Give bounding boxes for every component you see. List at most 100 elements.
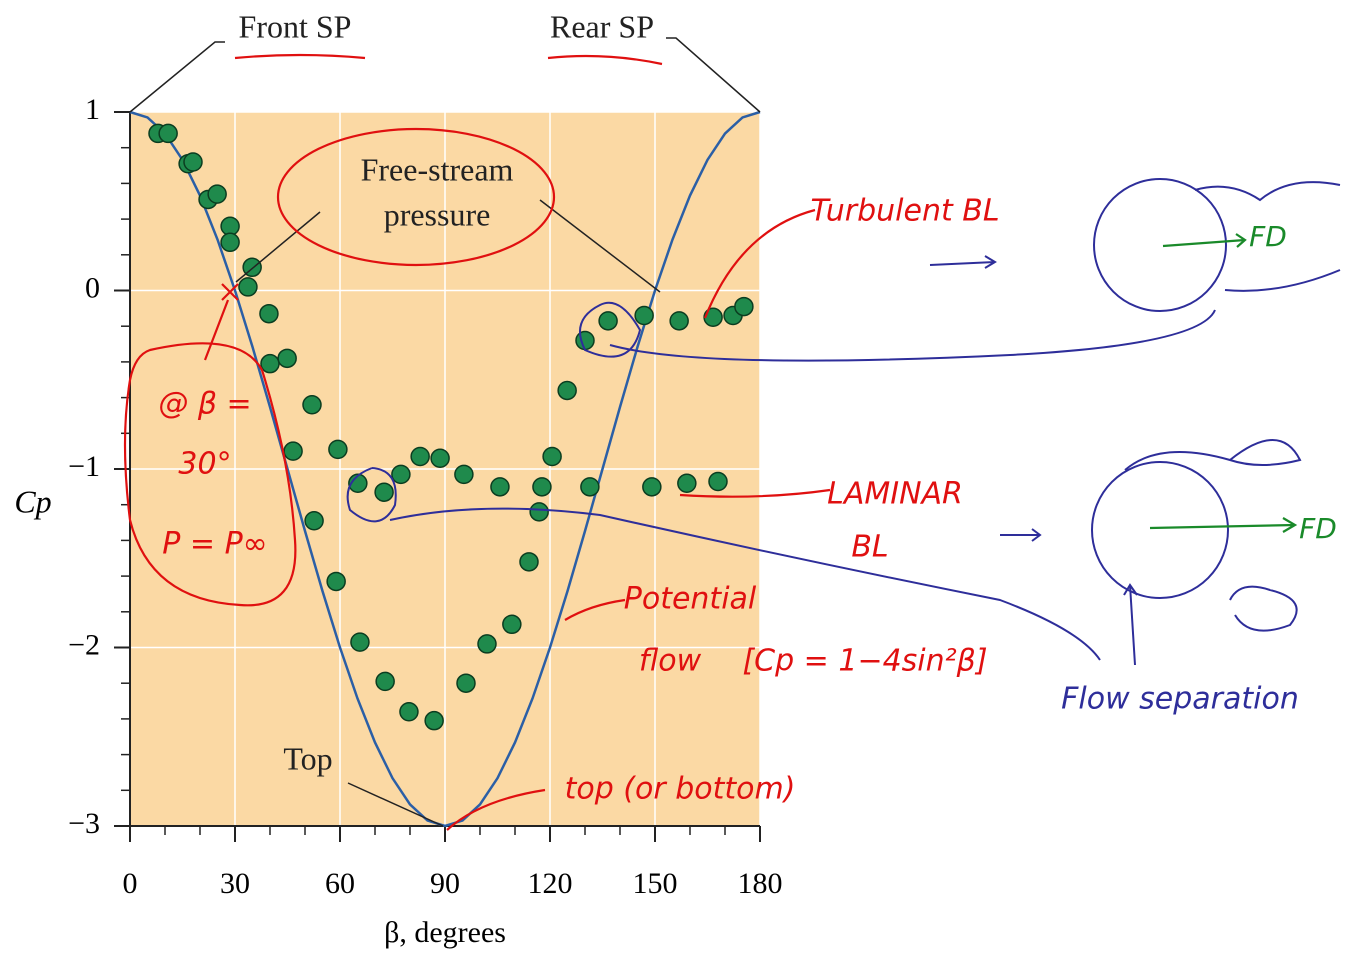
y-tick-label: −1 — [68, 450, 100, 483]
circle-mark — [276, 127, 556, 267]
pointer — [564, 598, 626, 621]
x-tick-label: 30 — [220, 867, 250, 900]
annotation: Potential — [624, 582, 757, 617]
data-point — [575, 330, 595, 351]
callout-line — [666, 37, 761, 113]
annotation: Free-stream — [361, 151, 514, 187]
annotation: Top — [283, 740, 332, 776]
annotation: Rear SP — [550, 8, 654, 44]
annotation: pressure — [384, 196, 491, 232]
annotation: Turbulent BL — [810, 194, 999, 229]
y-tick-label: 1 — [85, 93, 100, 126]
circle-mark — [123, 342, 297, 607]
data-point — [260, 353, 280, 374]
callout-line — [235, 211, 321, 283]
annotation: BL — [851, 530, 888, 565]
data-point — [259, 303, 279, 324]
annotation: P = P∞ — [162, 527, 267, 562]
underline — [234, 53, 366, 60]
annotations: Front SP Rear SP Free-stream pressure Top Tur… — [158, 8, 1337, 806]
force-arrow — [1149, 517, 1298, 533]
annotation: LAMINAR — [827, 477, 963, 512]
annotation: FD — [1299, 512, 1337, 545]
vortex — [1229, 585, 1298, 632]
flow-arrow — [1000, 528, 1042, 542]
annotation: flow — [639, 644, 702, 679]
connector — [609, 309, 1216, 362]
data-point — [158, 123, 178, 144]
x-mark — [203, 283, 239, 361]
loop — [346, 467, 397, 523]
data-point — [542, 446, 562, 467]
data-point — [519, 552, 539, 572]
flow-arrow — [929, 255, 997, 269]
annotation: [Cp = 1−4sin²β] — [742, 644, 987, 679]
data-point — [375, 671, 395, 692]
data-point — [304, 511, 324, 531]
data-point — [532, 477, 552, 497]
x-tick-label: 60 — [325, 867, 355, 900]
data-point — [598, 311, 618, 331]
data-point — [580, 477, 600, 497]
data-point — [529, 502, 549, 522]
pointer — [703, 208, 816, 319]
data-point — [283, 441, 303, 461]
data-point — [677, 473, 697, 494]
data-point — [477, 634, 497, 654]
data-point — [634, 305, 654, 326]
cylinder — [1091, 461, 1229, 599]
connector — [389, 507, 1101, 661]
data-point — [424, 710, 444, 731]
annotation: top (or bottom) — [565, 772, 796, 807]
plot-area: 0 30 60 90 120 150 180 −3 −2 −1 0 1 — [68, 93, 782, 900]
data-point — [220, 232, 240, 253]
annotation: 30° — [178, 447, 231, 482]
blue-ink — [346, 178, 1341, 666]
annotation: @ β = — [158, 387, 251, 422]
vortex — [1124, 439, 1302, 471]
data-point — [669, 311, 689, 331]
callout-line — [539, 199, 661, 293]
underline — [547, 54, 663, 66]
data-point — [183, 152, 203, 172]
y-tick-label: −3 — [68, 807, 100, 840]
data-point — [456, 673, 476, 693]
data-point — [350, 632, 370, 652]
wake — [1194, 181, 1341, 292]
data-point — [220, 216, 240, 236]
red-ink — [123, 53, 831, 831]
x-tick-label: 180 — [738, 867, 783, 900]
x-tick-label: 90 — [430, 867, 460, 900]
data-point — [326, 571, 346, 592]
data-point — [642, 477, 662, 497]
pointer — [446, 788, 546, 831]
y-tick-label: 0 — [85, 271, 100, 304]
green-ink — [1149, 233, 1298, 533]
callout-line — [347, 782, 444, 827]
data-point — [490, 477, 510, 497]
data-point — [430, 448, 450, 469]
data-point — [302, 394, 322, 415]
loop — [579, 301, 642, 358]
pointer — [1123, 583, 1138, 666]
data-point — [399, 702, 419, 722]
data-point — [207, 184, 227, 204]
annotation: Front SP — [239, 8, 352, 44]
data-point — [708, 471, 728, 492]
data-point — [502, 614, 522, 635]
y-axis-label: Cp — [14, 483, 51, 519]
data-point — [734, 296, 754, 317]
data-point — [328, 439, 348, 460]
pointer — [679, 488, 831, 498]
x-tick-label: 0 — [123, 867, 138, 900]
data-point — [557, 380, 577, 401]
x-tick-label: 150 — [633, 867, 678, 900]
data-point — [238, 277, 258, 297]
data-point — [277, 348, 297, 369]
annotation: Flow separation — [1061, 682, 1299, 717]
curve — [129, 110, 761, 828]
force-arrow — [1162, 233, 1247, 248]
data-point — [391, 464, 411, 485]
